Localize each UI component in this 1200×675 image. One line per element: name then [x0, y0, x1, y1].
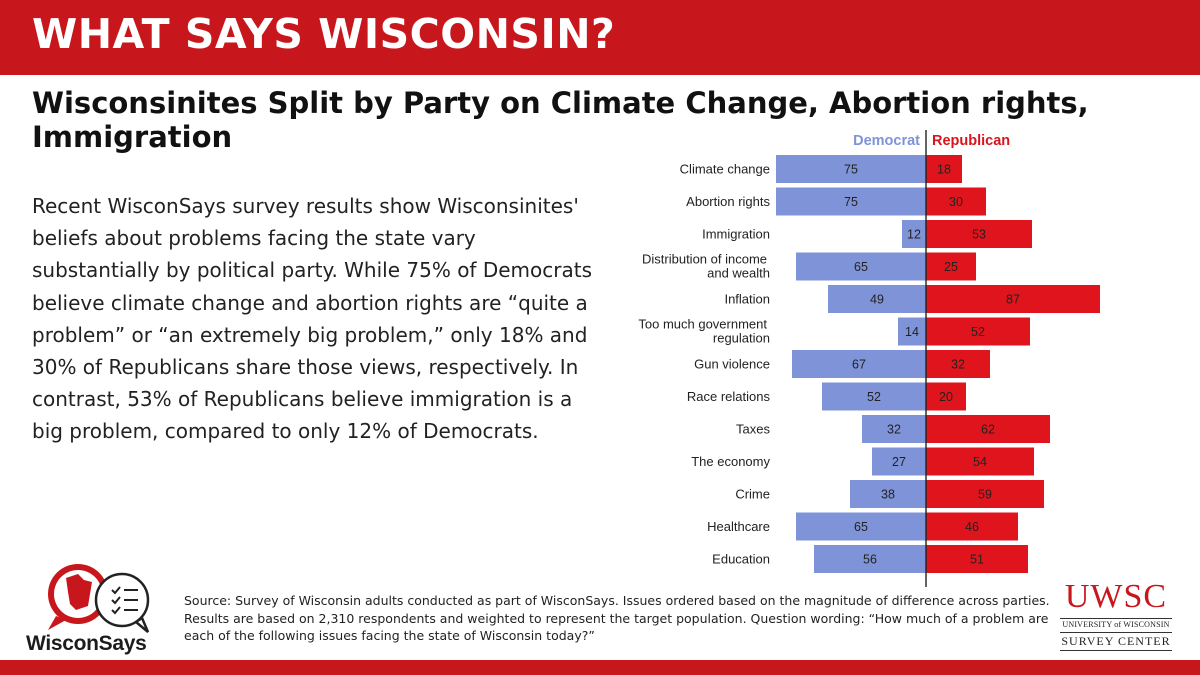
legend-republican: Republican [932, 133, 1010, 149]
data-label-republican: 87 [1006, 293, 1020, 307]
bar-republican [926, 350, 990, 378]
diverging-bar-chart: Democrat Republican 75 18 Climate change 75 30… [600, 124, 1200, 594]
category-label: and wealth [707, 266, 770, 281]
data-label-republican: 32 [951, 358, 965, 372]
data-label-republican: 25 [944, 260, 958, 274]
category-label: Taxes [736, 422, 770, 437]
data-label-republican: 59 [978, 488, 992, 502]
banner-title: WHAT SAYS WISCONSIN? [32, 10, 616, 58]
data-label-democrat: 52 [867, 390, 881, 404]
category-label: Gun violence [694, 357, 770, 372]
uwsc-survey-center: SURVEY CENTER [1061, 634, 1171, 648]
data-label-democrat: 56 [863, 553, 877, 567]
data-label-democrat: 27 [892, 455, 906, 469]
uwsc-logo: UWSC UNIVERSITY of WISCONSIN SURVEY CENT… [1056, 578, 1176, 658]
bar-democrat [898, 317, 926, 346]
category-label: Immigration [702, 227, 770, 242]
data-label-democrat: 14 [905, 325, 919, 339]
data-label-republican: 62 [981, 423, 995, 437]
data-label-republican: 30 [949, 195, 963, 209]
data-label-democrat: 65 [854, 520, 868, 534]
bar-republican [926, 285, 1100, 313]
footer-bar [0, 660, 1200, 675]
header-banner: WHAT SAYS WISCONSIN? [0, 0, 1200, 75]
data-label-republican: 51 [970, 553, 984, 567]
bar-democrat [796, 512, 926, 541]
bar-republican [926, 317, 1030, 346]
uwsc-rule-top [1060, 618, 1172, 619]
wisconsays-logo: WisconSays [26, 560, 176, 660]
data-label-democrat: 67 [852, 358, 866, 372]
bar-democrat [862, 415, 926, 443]
bar-democrat [814, 545, 926, 573]
headline: Wisconsinites Split by Party on Climate … [32, 86, 1089, 154]
source-note: Source: Survey of Wisconsin adults condu… [184, 593, 1050, 643]
data-label-democrat: 75 [844, 195, 858, 209]
category-label: Distribution of income [642, 252, 767, 267]
data-label-democrat: 75 [844, 163, 858, 177]
category-label: Too much government [638, 317, 767, 332]
bar-republican [926, 415, 1050, 443]
data-label-democrat: 12 [907, 228, 921, 242]
uwsc-rule-mid [1060, 632, 1172, 633]
wisconsays-wordmark: WisconSays [26, 632, 147, 655]
bar-democrat [828, 285, 926, 313]
category-label: The economy [691, 454, 770, 469]
chart-svg: Democrat Republican 75 18 Climate change 75 30… [638, 130, 1100, 587]
bar-republican [926, 220, 1032, 248]
body-paragraph: Recent WisconSays survey results show Wi… [32, 194, 592, 444]
bar-republican [926, 545, 1028, 573]
data-label-democrat: 32 [887, 423, 901, 437]
bar-democrat [902, 220, 926, 248]
bar-republican [926, 480, 1044, 508]
category-label: Abortion rights [686, 194, 770, 209]
bar-republican [926, 382, 966, 411]
bar-republican [926, 512, 1018, 541]
category-label: regulation [713, 331, 770, 346]
data-label-republican: 54 [973, 455, 987, 469]
data-label-democrat: 49 [870, 293, 884, 307]
bar-democrat [796, 252, 926, 281]
bar-republican [926, 447, 1034, 476]
category-label: Education [712, 552, 770, 567]
wisconsays-logo-icon [48, 564, 150, 633]
category-label: Healthcare [707, 519, 770, 534]
bar-democrat [776, 155, 926, 183]
bar-republican [926, 187, 986, 216]
data-label-republican: 20 [939, 390, 953, 404]
uwsc-rule-bottom [1060, 650, 1172, 651]
legend-democrat: Democrat [853, 133, 920, 149]
category-label: Climate change [680, 162, 770, 177]
uwsc-abbr: UWSC [1064, 578, 1168, 615]
bar-democrat [822, 382, 926, 411]
bar-democrat [872, 447, 926, 476]
data-label-republican: 18 [937, 163, 951, 177]
category-label: Race relations [687, 389, 771, 404]
category-label: Crime [735, 487, 770, 502]
data-label-democrat: 38 [881, 488, 895, 502]
data-label-republican: 52 [971, 325, 985, 339]
category-label: Inflation [724, 292, 770, 307]
bar-democrat [792, 350, 926, 378]
bar-republican [926, 155, 962, 183]
data-label-republican: 46 [965, 520, 979, 534]
data-label-republican: 53 [972, 228, 986, 242]
uwsc-university: UNIVERSITY of WISCONSIN [1062, 620, 1170, 629]
bar-republican [926, 252, 976, 281]
bar-democrat [850, 480, 926, 508]
bar-democrat [776, 187, 926, 216]
data-label-democrat: 65 [854, 260, 868, 274]
